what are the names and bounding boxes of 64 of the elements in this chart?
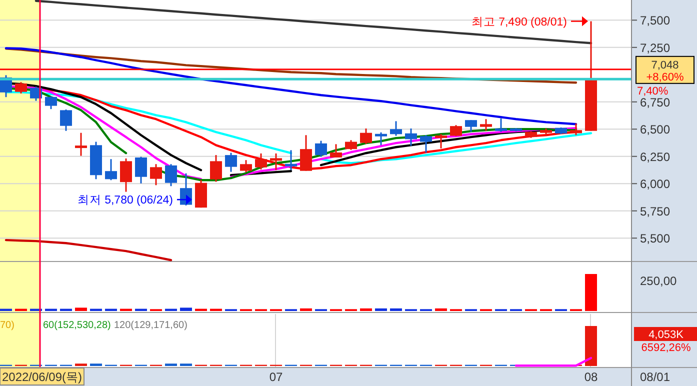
candlestick: [390, 120, 402, 137]
candlestick: [165, 163, 177, 187]
text: 08/01: [640, 370, 670, 384]
candlestick: [135, 156, 147, 184]
annotation: 최고 7,490 (08/01): [471, 16, 568, 28]
x-tick-label: 08: [584, 370, 598, 384]
line-series: [4, 47, 578, 126]
bar: [300, 308, 312, 311]
y-tick-label: 6,000: [640, 177, 670, 192]
text: +8,60%: [646, 71, 684, 84]
y-tick-label: 6,500: [640, 122, 670, 137]
text: 250,00: [640, 274, 678, 288]
text: 2022/06/09(목): [2, 370, 82, 384]
candlestick: [330, 143, 342, 158]
y-tick-label: 7,500: [640, 14, 670, 28]
candlestick: [345, 139, 357, 151]
y-tick-label: 5,750: [640, 204, 670, 218]
line-series: [4, 48, 578, 84]
candlestick: [465, 119, 477, 133]
candlestick: [210, 154, 222, 183]
candlestick: [105, 158, 117, 181]
bar: [435, 308, 447, 311]
candlestick: [420, 134, 432, 154]
candlestick: [75, 132, 87, 157]
candlestick: [270, 152, 282, 171]
annotation: 최저 5,780 (06/24): [77, 194, 174, 207]
y-tick-label: 5,500: [640, 232, 670, 246]
bar: [585, 274, 597, 311]
candlestick: [480, 118, 492, 132]
text: 6592,26%: [641, 342, 691, 354]
candlestick: [120, 158, 132, 193]
x-tick-label: 07: [269, 370, 283, 384]
text: 4,053K: [648, 329, 684, 341]
candlestick: [255, 152, 267, 170]
bar: [75, 308, 87, 311]
candlestick: [225, 152, 237, 173]
text: 7,40%: [637, 85, 668, 98]
ref-line-label: 7,048: [651, 59, 679, 72]
y-tick-label: 7,250: [640, 40, 670, 55]
candlestick: [570, 122, 582, 136]
bar: [390, 308, 402, 311]
bar: [360, 308, 372, 311]
candlestick: [360, 128, 372, 145]
annotation: 120(129,171,60): [114, 320, 188, 331]
line-series: [4, 238, 172, 262]
candlestick: [315, 140, 327, 158]
y-tick-label: 6,250: [640, 150, 670, 164]
candlestick: [285, 149, 297, 171]
candlestick: [60, 108, 72, 132]
candlestick: [435, 133, 447, 150]
bar: [180, 308, 192, 311]
candlestick: [300, 134, 312, 172]
annotation: 60(152,530,28): [43, 320, 111, 331]
candlestick: [150, 163, 162, 186]
line-series: [34, 0, 592, 44]
bar: [375, 308, 387, 311]
candlestick: [495, 118, 507, 133]
candlestick: [45, 96, 57, 110]
candlestick: [375, 132, 387, 146]
candlestick: [405, 128, 417, 147]
annotation: 70): [0, 320, 14, 331]
y-tick-label: 6,750: [640, 95, 670, 110]
candlestick: [240, 159, 252, 173]
candlestick: [15, 81, 27, 94]
